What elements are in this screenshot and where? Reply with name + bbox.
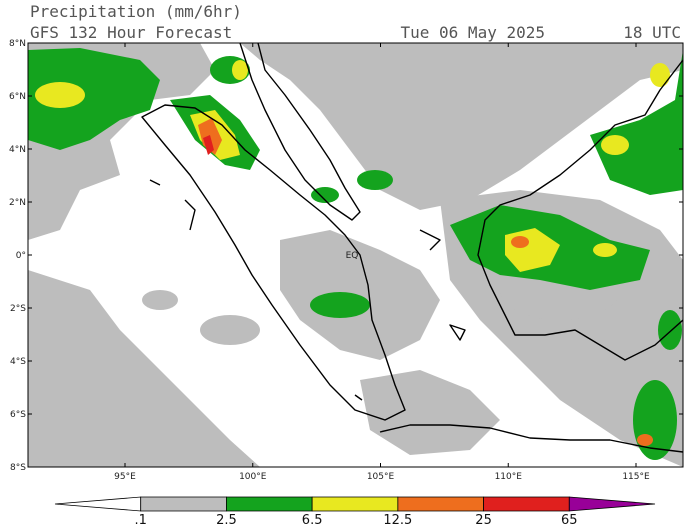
lat-label: 0°	[16, 251, 26, 261]
lat-label: 4°N	[9, 145, 26, 155]
lat-label: 6°S	[10, 410, 26, 420]
colorbar-segment	[311, 496, 399, 512]
colorbar-segment	[483, 496, 570, 512]
colorbar-segment	[54, 496, 142, 512]
lon-label: 110°E	[495, 472, 523, 482]
equator-label: EQ	[346, 251, 359, 261]
lat-label: 8°S	[10, 463, 26, 473]
colorbar-label: 2.5	[216, 513, 237, 525]
lat-label: 4°S	[10, 357, 26, 367]
colorbar-label: 25	[475, 513, 492, 525]
colorbar-label: 6.5	[302, 513, 323, 525]
colorbar: .1 2.5 6.5 12.5 25 65	[54, 496, 656, 525]
colorbar-label: 12.5	[383, 513, 412, 525]
map-subtitle: GFS 132 Hour Forecast	[30, 23, 232, 42]
lat-label: 2°S	[10, 304, 26, 314]
map-area	[28, 43, 683, 467]
forecast-date: Tue 06 May 2025	[401, 23, 546, 42]
forecast-time: 18 UTC	[623, 23, 681, 42]
colorbar-segment	[397, 496, 484, 512]
lon-label: 115°E	[622, 472, 650, 482]
precip-heavy	[35, 60, 670, 446]
colorbar-label: 65	[561, 513, 578, 525]
axes: 8°N 6°N 4°N 2°N 0° 2°S 4°S 6°S 8°S 95°E 100°E 105°E…	[9, 39, 683, 482]
lat-label: 8°N	[9, 39, 26, 49]
colorbar-segment	[226, 496, 313, 512]
colorbar-segment	[568, 496, 656, 512]
lon-label: 95°E	[114, 472, 136, 482]
coastlines	[141, 43, 683, 453]
lon-label: 105°E	[367, 472, 395, 482]
colorbar-segment	[140, 496, 227, 512]
lon-label: 100°E	[239, 472, 267, 482]
map-title: Precipitation (mm/6hr)	[30, 2, 242, 21]
lat-label: 6°N	[9, 92, 26, 102]
colorbar-label: .1	[135, 513, 147, 525]
lat-label: 2°N	[9, 198, 26, 208]
